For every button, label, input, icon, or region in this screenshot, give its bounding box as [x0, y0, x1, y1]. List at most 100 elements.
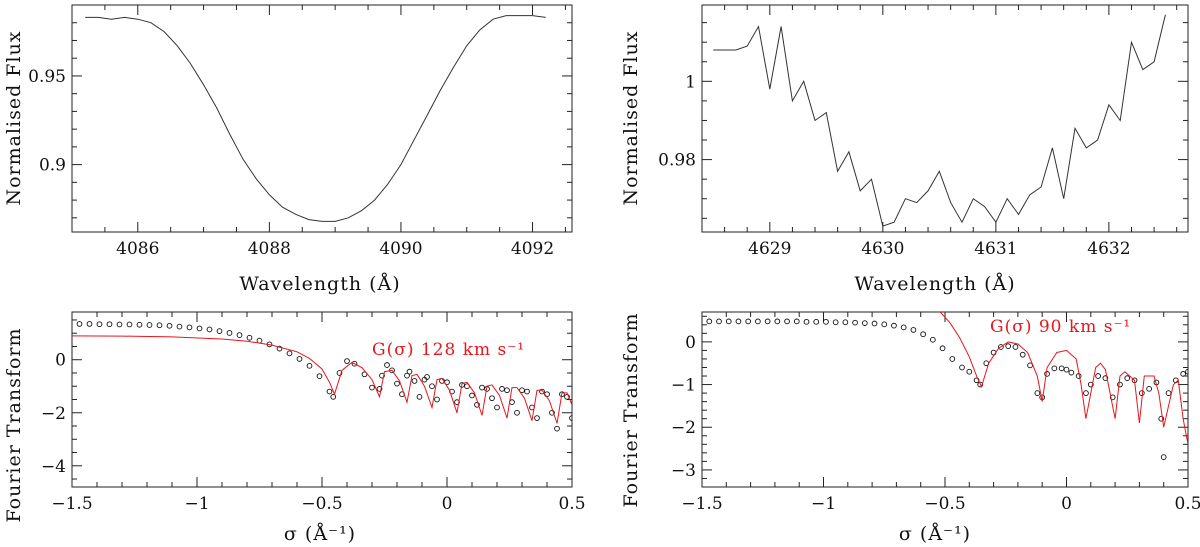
data-point [406, 368, 413, 375]
data-point [803, 318, 810, 325]
data-point [1138, 390, 1145, 396]
data-point [549, 409, 555, 416]
data-point [226, 330, 233, 336]
data-point [1180, 371, 1186, 377]
data-point [949, 356, 956, 362]
data-point [379, 372, 385, 379]
xtick-label: 4088 [248, 239, 291, 259]
data-point [1034, 390, 1041, 396]
ytick-label: −2 [41, 404, 66, 424]
data-point [424, 374, 430, 380]
data-point [920, 331, 926, 338]
data-point [891, 322, 897, 329]
data-point [469, 392, 475, 399]
data-point [1005, 343, 1012, 349]
data-point [176, 323, 183, 330]
xtick-label: 4092 [511, 239, 554, 259]
data-point [246, 334, 253, 341]
xtick-label: −1.5 [681, 494, 722, 514]
ylabel-bottom-right: Fourier Transform [620, 313, 642, 508]
data-point [559, 391, 565, 398]
panel-top-right: Normalised Flux Wavelength (Å) 4629 4630 4… [620, 4, 1189, 295]
data-point [564, 393, 570, 400]
panel-bottom-right: Fourier Transform σ (Å⁻¹) G(σ) 90 km s⁻¹… [620, 311, 1200, 545]
data-point [539, 388, 545, 395]
data-point [96, 321, 103, 328]
data-point [1068, 369, 1075, 376]
xtick-label: −1 [811, 494, 836, 514]
data-point [1063, 366, 1070, 373]
data-point [351, 360, 358, 367]
plot-area-top-right [713, 14, 1166, 227]
data-point [429, 383, 435, 390]
ylabel-bottom-left: Fourier Transform [3, 328, 25, 523]
data-point [376, 386, 383, 392]
data-point [1185, 368, 1188, 375]
ytick-label: 0.9 [39, 156, 66, 176]
data-point [454, 399, 460, 406]
ytick-label: −4 [41, 457, 66, 477]
data-point [534, 415, 540, 421]
xtick-label: 0 [442, 494, 453, 514]
xtick-label: 0 [1061, 494, 1072, 514]
data-point [276, 345, 283, 352]
annotation-bottom-left: G(σ) 128 km s⁻¹ [372, 340, 525, 360]
data-point [524, 388, 530, 395]
data-point [1117, 381, 1123, 388]
data-point [519, 387, 525, 394]
data-point [416, 393, 423, 400]
xtick-label: 4631 [974, 239, 1017, 259]
ylabel-top-left: Normalised Flux [3, 30, 25, 205]
data-point [1146, 385, 1152, 392]
data-point [156, 322, 163, 329]
xtick-label: 4086 [116, 239, 159, 259]
ytick-label: −1 [671, 376, 696, 396]
ticks-top-right [701, 5, 1188, 232]
data-point [106, 321, 113, 328]
model-curve [72, 335, 572, 424]
data-point [434, 396, 440, 403]
data-point [1012, 344, 1019, 350]
data-point [1160, 454, 1167, 460]
data-point [793, 318, 800, 325]
plot-area-top-left [85, 15, 546, 222]
model-curve [939, 312, 1188, 445]
plot-area-bottom-left [72, 321, 572, 432]
data-point [86, 321, 93, 327]
data-point [929, 336, 936, 343]
xlabel-bottom-left: σ (Å⁻¹) [284, 523, 356, 545]
data-point [344, 358, 350, 364]
data-point [813, 318, 820, 325]
data-point [1083, 390, 1089, 396]
data-point [206, 326, 213, 333]
ytick-label: 1 [685, 72, 696, 92]
data-point [784, 318, 790, 325]
data-point [1095, 373, 1101, 379]
ylabel-top-right: Normalised Flux [620, 30, 642, 205]
data-point [735, 318, 742, 325]
data-point [1058, 365, 1065, 372]
xlabel-top-left: Wavelength (Å) [239, 273, 400, 295]
data-point [1124, 375, 1131, 382]
data-point [832, 319, 839, 326]
data-point [336, 370, 343, 376]
data-point [256, 337, 263, 344]
data-point [900, 324, 907, 331]
data-point [216, 328, 223, 334]
data-point [489, 395, 495, 402]
ticks-bottom-left [71, 312, 573, 487]
data-point [569, 415, 572, 421]
ytick-label: −3 [671, 461, 696, 481]
ytick-label: 0.98 [658, 151, 696, 171]
data-point [504, 387, 510, 394]
data-point [116, 321, 123, 328]
data-point [499, 386, 505, 392]
xtick-label: −1.5 [51, 494, 92, 514]
data-point [459, 382, 465, 388]
ytick-label: 0.95 [28, 67, 66, 87]
data-point [296, 356, 303, 362]
data-point [1102, 375, 1109, 382]
xtick-label: −1 [184, 494, 209, 514]
data-point [716, 318, 722, 325]
